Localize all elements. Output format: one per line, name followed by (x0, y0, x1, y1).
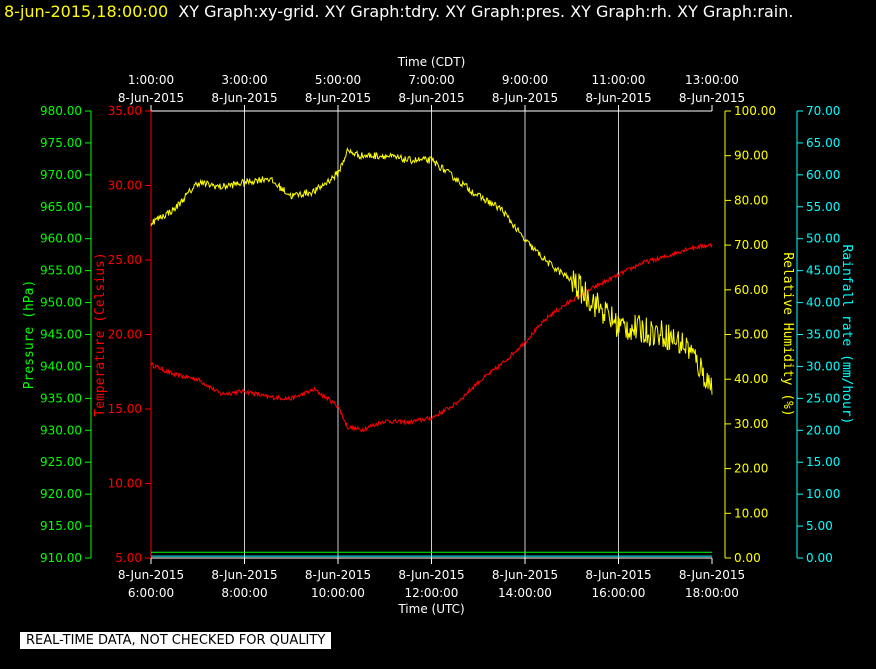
header-graph-names: XY Graph:xy-grid. XY Graph:tdry. XY Grap… (178, 2, 794, 21)
temperature-tick-label: 35.00 (108, 104, 142, 118)
quality-banner: REAL-TIME DATA, NOT CHECKED FOR QUALITY (20, 632, 332, 649)
temperature-tick-label: 20.00 (108, 328, 142, 342)
humidity-tick-label: 100.00 (734, 104, 776, 118)
x-tick-label-top-time: 1:00:00 (128, 73, 174, 87)
temperature-tick-label: 30.00 (108, 179, 142, 193)
temperature-tick-label: 15.00 (108, 402, 142, 416)
rainfall-tick-label: 5.00 (806, 519, 833, 533)
rainfall-tick-label: 10.00 (806, 487, 840, 501)
humidity-tick-label: 0.00 (734, 551, 761, 565)
humidity-tick-label: 90.00 (734, 149, 768, 163)
humidity-tick-label: 80.00 (734, 193, 768, 207)
pressure-tick-label: 970.00 (40, 168, 82, 182)
x-tick-label-top-time: 5:00:00 (315, 73, 361, 87)
humidity-tick-label: 10.00 (734, 506, 768, 520)
rainfall-tick-label: 65.00 (806, 136, 840, 150)
x-tick-label-bottom-date: 8-Jun-2015 (211, 568, 277, 582)
rainfall-tick-label: 20.00 (806, 423, 840, 437)
x-tick-label-top-time: 11:00:00 (592, 73, 646, 87)
pressure-tick-label: 955.00 (40, 264, 82, 278)
x-tick-label-top-date: 8-Jun-2015 (398, 91, 464, 105)
pressure-tick-label: 930.00 (40, 423, 82, 437)
rainfall-tick-label: 60.00 (806, 168, 840, 182)
x-tick-label-top-date: 8-Jun-2015 (305, 91, 371, 105)
rainfall-tick-label: 30.00 (806, 359, 840, 373)
x-tick-label-bottom-time: 8:00:00 (221, 586, 267, 600)
temperature-series-line (150, 243, 713, 433)
rainfall-tick-label: 70.00 (806, 104, 840, 118)
x-tick-label-bottom-date: 8-Jun-2015 (492, 568, 558, 582)
pressure-tick-label: 940.00 (40, 359, 82, 373)
x-tick-label-top-time: 9:00:00 (502, 73, 548, 87)
pressure-tick-label: 945.00 (40, 328, 82, 342)
rainfall-tick-label: 45.00 (806, 264, 840, 278)
x-tick-label-top-time: 13:00:00 (685, 73, 739, 87)
x-tick-label-bottom-time: 10:00:00 (311, 586, 365, 600)
pressure-tick-label: 980.00 (40, 104, 82, 118)
x-axis-top-label: Time (CDT) (397, 55, 466, 69)
x-tick-label-top-date: 8-Jun-2015 (492, 91, 558, 105)
humidity-tick-label: 70.00 (734, 238, 768, 252)
rainfall-tick-label: 15.00 (806, 455, 840, 469)
temperature-axis-label: Temperature (Celsius) (93, 252, 108, 416)
humidity-series-line (150, 147, 713, 395)
humidity-tick-label: 40.00 (734, 372, 768, 386)
x-tick-label-bottom-date: 8-Jun-2015 (585, 568, 651, 582)
pressure-tick-label: 960.00 (40, 232, 82, 246)
temperature-tick-label: 5.00 (115, 551, 142, 565)
x-tick-label-top-time: 7:00:00 (408, 73, 454, 87)
temperature-tick-label: 10.00 (108, 477, 142, 491)
pressure-tick-label: 975.00 (40, 136, 82, 150)
rainfall-tick-label: 50.00 (806, 232, 840, 246)
humidity-axis-label: Relative Humidity (%) (780, 252, 795, 416)
x-tick-label-top-date: 8-Jun-2015 (679, 91, 745, 105)
x-tick-label-bottom-time: 18:00:00 (685, 586, 739, 600)
pressure-tick-label: 910.00 (40, 551, 82, 565)
pressure-tick-label: 915.00 (40, 519, 82, 533)
x-tick-label-top-date: 8-Jun-2015 (211, 91, 277, 105)
x-tick-label-bottom-date: 8-Jun-2015 (679, 568, 745, 582)
pressure-tick-label: 920.00 (40, 487, 82, 501)
humidity-tick-label: 50.00 (734, 328, 768, 342)
header-datetime: 8-jun-2015,18:00:00 (4, 2, 169, 21)
x-tick-label-bottom-time: 14:00:00 (498, 586, 552, 600)
pressure-tick-label: 965.00 (40, 200, 82, 214)
humidity-tick-label: 20.00 (734, 462, 768, 476)
pressure-axis-label: Pressure (hPa) (22, 280, 37, 390)
x-tick-label-bottom-date: 8-Jun-2015 (398, 568, 464, 582)
rainfall-tick-label: 25.00 (806, 391, 840, 405)
humidity-tick-label: 30.00 (734, 417, 768, 431)
pressure-tick-label: 925.00 (40, 455, 82, 469)
x-tick-label-bottom-time: 12:00:00 (405, 586, 459, 600)
rainfall-tick-label: 40.00 (806, 296, 840, 310)
chart-header: 8-jun-2015,18:00:00 XY Graph:xy-grid. XY… (4, 2, 793, 21)
rainfall-tick-label: 55.00 (806, 200, 840, 214)
pressure-tick-label: 935.00 (40, 391, 82, 405)
x-tick-label-top-time: 3:00:00 (221, 73, 267, 87)
humidity-tick-label: 60.00 (734, 283, 768, 297)
x-tick-label-bottom-time: 16:00:00 (592, 586, 646, 600)
rainfall-tick-label: 35.00 (806, 328, 840, 342)
rainfall-tick-label: 0.00 (806, 551, 833, 565)
temperature-tick-label: 25.00 (108, 253, 142, 267)
x-tick-label-top-date: 8-Jun-2015 (118, 91, 184, 105)
x-tick-label-bottom-date: 8-Jun-2015 (118, 568, 184, 582)
x-tick-label-top-date: 8-Jun-2015 (585, 91, 651, 105)
x-axis-bottom-label: Time (UTC) (397, 602, 464, 616)
rainfall-axis-label: Rainfall rate (mm/hour) (839, 244, 854, 424)
pressure-tick-label: 950.00 (40, 296, 82, 310)
x-tick-label-bottom-date: 8-Jun-2015 (305, 568, 371, 582)
x-tick-label-bottom-time: 6:00:00 (128, 586, 174, 600)
